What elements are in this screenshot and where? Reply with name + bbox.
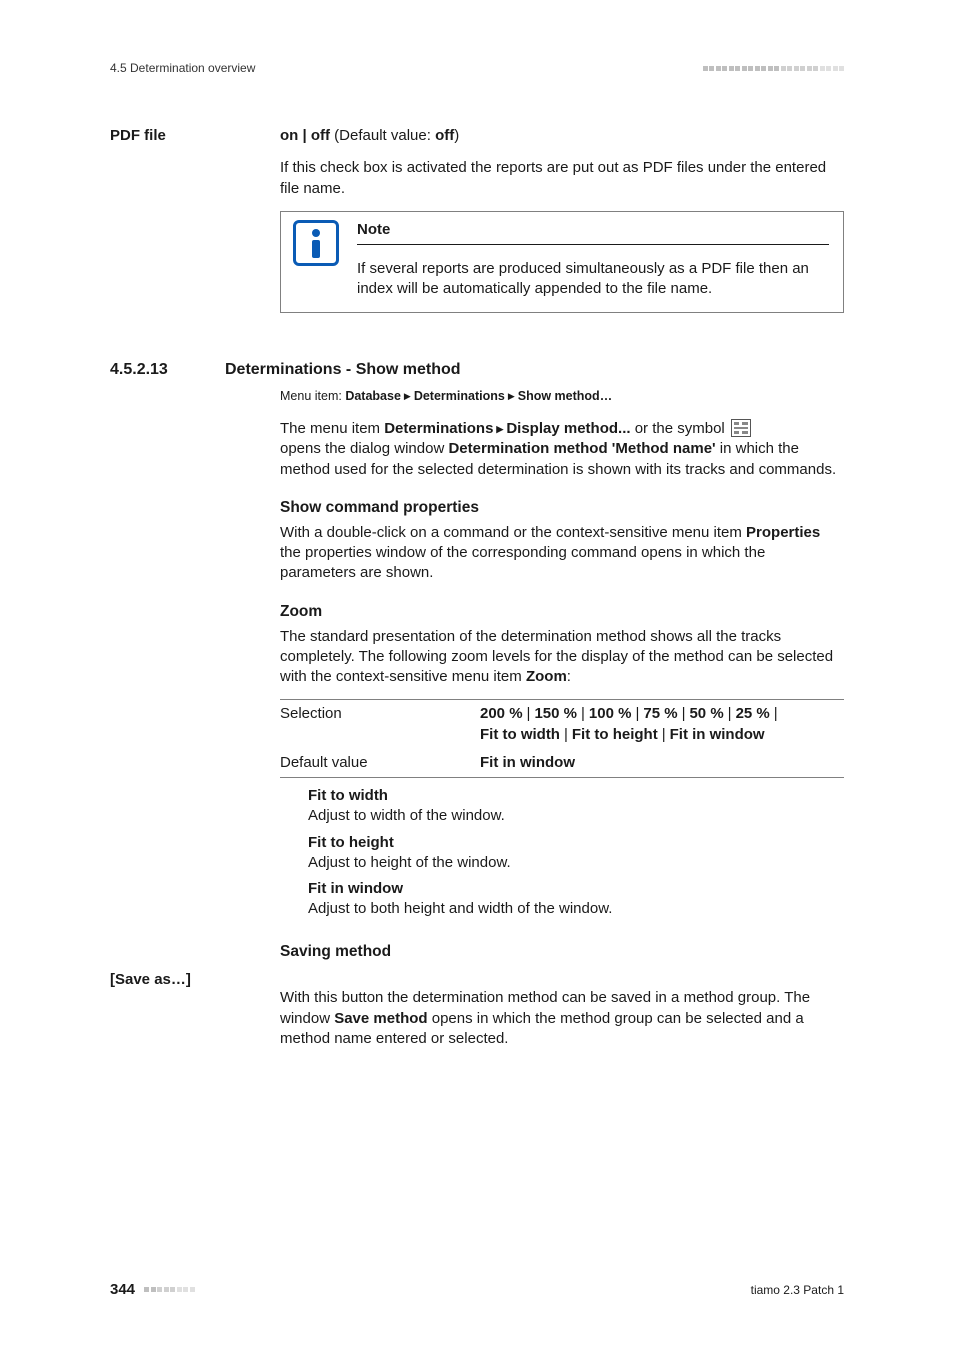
- section-title: Determinations - Show method: [225, 359, 461, 381]
- zoom-selection-label: Selection: [280, 704, 480, 745]
- saving-method-heading: Saving method: [280, 942, 844, 963]
- save-as-label: [Save as…]: [110, 970, 266, 990]
- pdf-onoff-line: on | off (Default value: off): [280, 126, 844, 146]
- zoom-default-label: Default value: [280, 753, 480, 773]
- page-number-block: 344: [110, 1280, 195, 1300]
- zoom-def-desc: Adjust to width of the window.: [308, 806, 844, 826]
- pdf-desc: If this check box is activated the repor…: [280, 158, 844, 199]
- section-number: 4.5.2.13: [110, 359, 225, 381]
- note-title: Note: [357, 220, 829, 245]
- note-body: If several reports are produced simultan…: [357, 259, 829, 300]
- pdf-file-label: PDF file: [110, 126, 266, 146]
- zoom-definitions: Fit to widthAdjust to width of the windo…: [308, 786, 844, 920]
- show-method-icon: [731, 419, 751, 437]
- show-cmd-body: With a double-click on a command or the …: [280, 523, 844, 584]
- header-ornament: [703, 66, 845, 71]
- footer-product: tiamo 2.3 Patch 1: [751, 1282, 844, 1298]
- zoom-table: Selection 200 %|150 %|100 %|75 %|50 %|25…: [280, 699, 844, 778]
- zoom-selection-values: 200 %|150 %|100 %|75 %|50 %|25 %|Fit to …: [480, 704, 844, 745]
- zoom-def-term: Fit in window: [308, 879, 844, 899]
- save-as-body: With this button the determination metho…: [280, 988, 844, 1049]
- zoom-def-term: Fit to width: [308, 786, 844, 806]
- info-icon: [293, 220, 339, 266]
- zoom-def-desc: Adjust to both height and width of the w…: [308, 899, 844, 919]
- zoom-body: The standard presentation of the determi…: [280, 627, 844, 688]
- note-box: Note If several reports are produced sim…: [280, 211, 844, 313]
- zoom-default-value: Fit in window: [480, 753, 844, 773]
- running-head: 4.5 Determination overview: [110, 60, 255, 76]
- menu-path: Menu item: Database▶Determinations▶Show …: [280, 388, 844, 405]
- zoom-def-term: Fit to height: [308, 833, 844, 853]
- show-cmd-heading: Show command properties: [280, 498, 844, 519]
- zoom-heading: Zoom: [280, 602, 844, 623]
- zoom-def-desc: Adjust to height of the window.: [308, 853, 844, 873]
- section-intro: The menu item Determinations▶Display met…: [280, 419, 844, 480]
